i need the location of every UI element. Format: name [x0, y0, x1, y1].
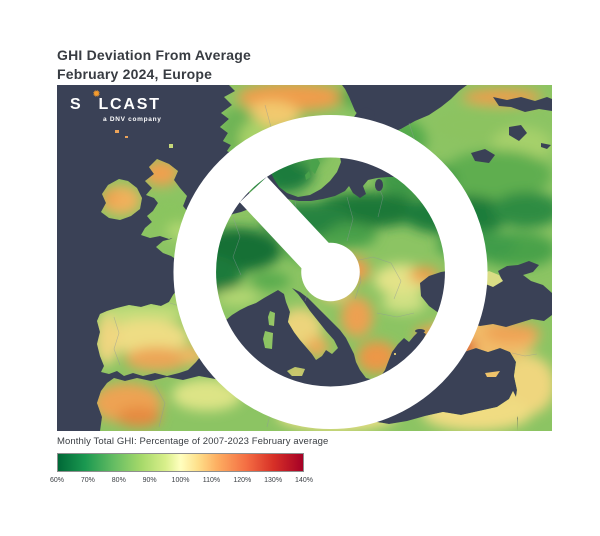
legend-tick: 80%	[111, 477, 126, 484]
europe-ghi-heatmap: ✹ S LCAST a DNV company	[57, 85, 552, 431]
legend-tick: 70%	[80, 477, 95, 484]
title-line-1: GHI Deviation From Average	[57, 47, 251, 63]
legend-tick: 110%	[202, 477, 221, 484]
legend-tick: 60%	[49, 477, 65, 484]
lake-onega	[509, 125, 527, 141]
title-line-2: February 2024, Europe	[57, 66, 213, 82]
legend-tick: 140%	[295, 477, 313, 484]
sea-of-marmara	[415, 329, 425, 333]
sun-dial-icon	[83, 99, 489, 429]
baltic-sea	[248, 107, 416, 201]
lake-ladoga	[471, 149, 495, 163]
logo-text-s: S	[70, 96, 83, 113]
logo-tagline: a DNV company	[103, 116, 162, 123]
lake-peipus	[375, 179, 383, 191]
color-gradient-bar	[57, 453, 304, 472]
page-title: GHI Deviation From Average February 2024…	[57, 46, 251, 84]
legend-tick: 130%	[264, 477, 283, 484]
small-lake	[541, 143, 551, 149]
solcast-logo: ✹ S LCAST a DNV company	[70, 88, 489, 429]
logo-text-lcast: LCAST	[98, 96, 161, 113]
color-scale-legend: 60% 70% 80% 90% 100% 110% 120% 130% 140%	[50, 453, 313, 484]
legend-caption: Monthly Total GHI: Percentage of 2007-20…	[57, 436, 329, 447]
legend-tick: 100%	[171, 477, 190, 484]
legend-tick: 120%	[233, 477, 252, 484]
legend-tick: 90%	[142, 477, 157, 484]
white-sea	[493, 97, 552, 112]
